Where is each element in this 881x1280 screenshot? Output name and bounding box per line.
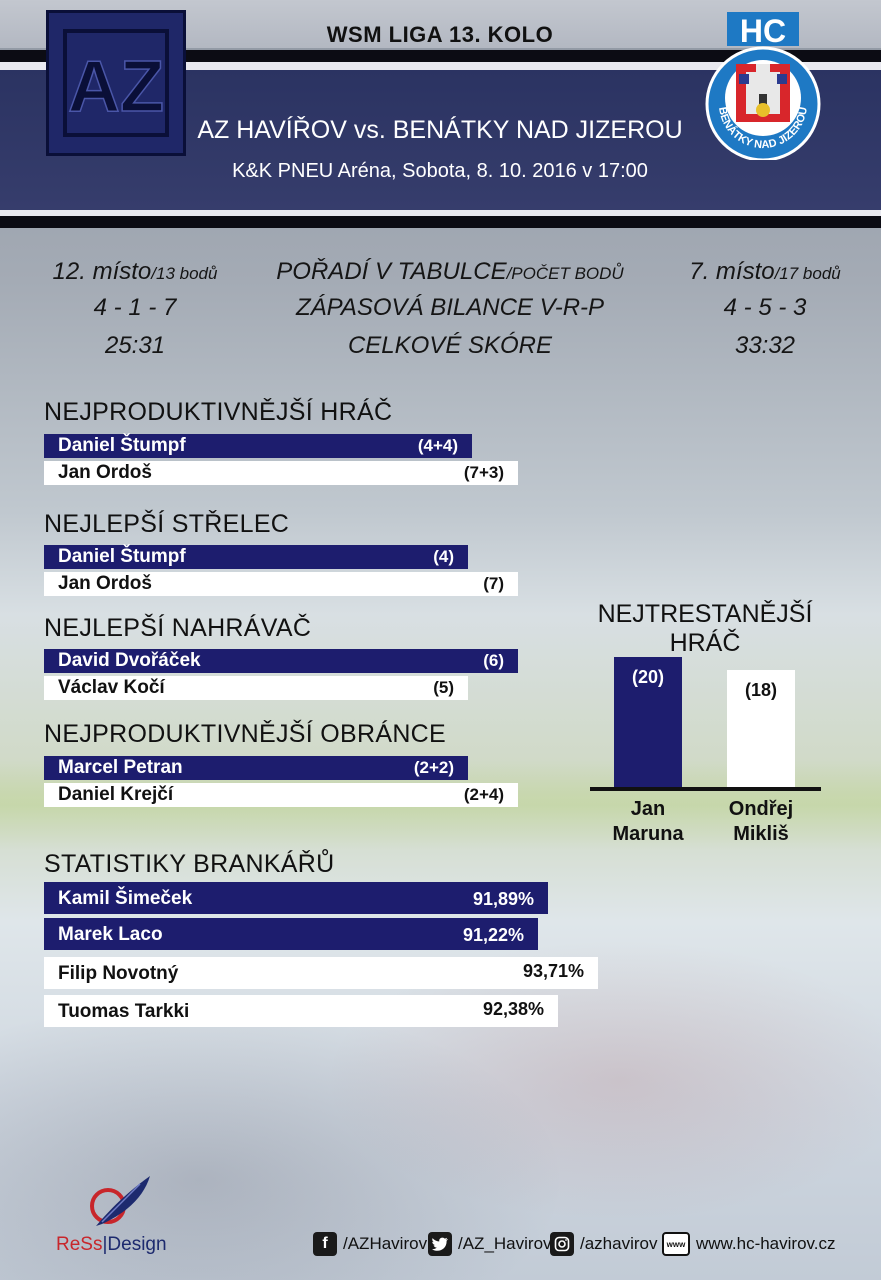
player-value: (2+4) <box>463 785 504 804</box>
player-name: Daniel Krejčí <box>58 784 174 805</box>
goalie-name: Marek Laco <box>58 924 163 945</box>
instagram-link[interactable]: /azhavirov <box>550 1232 657 1256</box>
goalie-value: 91,22% <box>462 925 524 945</box>
away-team-logo: HC BENÁTKY NAD JIZEROU <box>703 12 823 162</box>
twitter-icon <box>428 1232 452 1256</box>
penalty-away-name: Ondřej Mikliš <box>728 798 794 845</box>
defender-away-bar: Daniel Krejčí (2+4) <box>44 783 518 807</box>
goalie-value: 91,89% <box>472 889 534 909</box>
facebook-icon: f <box>313 1232 337 1256</box>
header-stripe <box>0 216 881 228</box>
player-name: Václav Kočí <box>58 677 165 698</box>
goalies-title: STATISTIKY BRANKÁŘŮ <box>44 850 335 878</box>
player-value: (7+3) <box>463 463 504 482</box>
match-info: K&K PNEU Aréna, Sobota, 8. 10. 2016 v 17… <box>232 160 648 182</box>
player-name: Daniel Štumpf <box>58 546 186 567</box>
scorer-away-bar: Jan Ordoš (7) <box>44 572 518 596</box>
player-name: Daniel Štumpf <box>58 435 186 456</box>
penalty-away-bar: (18) <box>727 670 795 787</box>
goalie-value: 93,71% <box>522 961 584 981</box>
feather-icon <box>90 1176 150 1226</box>
player-value: (5) <box>433 678 454 697</box>
player-name: Jan Ordoš <box>58 573 152 594</box>
facebook-link[interactable]: f /AZHavirov <box>313 1232 427 1256</box>
productive-home-bar: Daniel Štumpf (4+4) <box>44 434 472 458</box>
header-stripe <box>0 210 881 216</box>
goalie-name: Filip Novotný <box>58 963 179 984</box>
penalty-home-name: Jan Maruna <box>612 798 684 845</box>
player-name: Marcel Petran <box>58 757 183 778</box>
scorer-home-bar: Daniel Štumpf (4) <box>44 545 468 569</box>
player-value: (4) <box>433 547 454 566</box>
penalty-away-value: (18) <box>744 680 777 700</box>
away-score: 33:32 <box>734 332 796 359</box>
goalie-away-bar: Filip Novotný 93,71% <box>44 957 598 989</box>
match-title: AZ HAVÍŘOV vs. BENÁTKY NAD JIZEROU <box>197 116 683 144</box>
penalty-title: NEJTRESTANĚJŠÍ HRÁČ <box>597 600 813 657</box>
player-value: (7) <box>483 574 504 593</box>
player-name: David Dvořáček <box>58 650 201 671</box>
instagram-icon <box>550 1232 574 1256</box>
home-record: 4 - 1 - 7 <box>93 294 177 321</box>
home-score: 25:31 <box>104 332 166 359</box>
player-value: (4+4) <box>417 436 458 455</box>
defender-title: NEJPRODUKTIVNĚJŠÍ OBRÁNCE <box>44 720 447 748</box>
penalty-home-bar: (20) <box>614 657 682 787</box>
svg-text:HC: HC <box>740 13 786 49</box>
ress-design-logo: ReSs|Design <box>56 1172 176 1262</box>
website-link[interactable]: www www.hc-havirov.cz <box>662 1232 836 1256</box>
goalie-name: Kamil Šimeček <box>58 888 193 909</box>
goalie-value: 92,38% <box>482 999 544 1019</box>
player-name: Jan Ordoš <box>58 462 152 483</box>
player-value: (2+2) <box>413 758 454 777</box>
web-icon: www <box>662 1232 690 1256</box>
penalty-home-value: (20) <box>631 667 664 687</box>
svg-text:AZ: AZ <box>68 47 164 127</box>
header-stripe <box>0 62 881 70</box>
goalie-name: Tuomas Tarkki <box>58 1001 190 1022</box>
goalie-away-bar: Tuomas Tarkki 92,38% <box>44 995 558 1027</box>
assists-away-bar: Václav Kočí (5) <box>44 676 468 700</box>
twitter-link[interactable]: /AZ_Havirov <box>428 1232 552 1256</box>
header-stripe <box>0 50 881 62</box>
goalie-home-bar: Marek Laco 91,22% <box>44 918 538 950</box>
scorer-title: NEJLEPŠÍ STŘELEC <box>44 510 290 538</box>
standing-label: POŘADÍ V TABULCE/POČET BODŮ <box>276 258 624 285</box>
round-title: WSM LIGA 13. KOLO <box>326 22 554 47</box>
away-record: 4 - 5 - 3 <box>723 294 807 321</box>
home-standing: 12. místo/13 bodů <box>52 258 218 285</box>
penalty-baseline <box>590 787 821 791</box>
productive-away-bar: Jan Ordoš (7+3) <box>44 461 518 485</box>
player-value: (6) <box>483 651 504 670</box>
away-standing: 7. místo/17 bodů <box>689 258 841 285</box>
productive-title: NEJPRODUKTIVNĚJŠÍ HRÁČ <box>44 398 393 426</box>
defender-home-bar: Marcel Petran (2+2) <box>44 756 468 780</box>
assists-home-bar: David Dvořáček (6) <box>44 649 518 673</box>
score-label: CELKOVÉ SKÓRE <box>347 332 553 359</box>
home-team-logo: AZ <box>46 10 186 156</box>
record-label: ZÁPASOVÁ BILANCE V-R-P <box>295 294 605 321</box>
assists-title: NEJLEPŠÍ NAHRÁVAČ <box>44 614 312 642</box>
goalie-home-bar: Kamil Šimeček 91,89% <box>44 882 548 914</box>
